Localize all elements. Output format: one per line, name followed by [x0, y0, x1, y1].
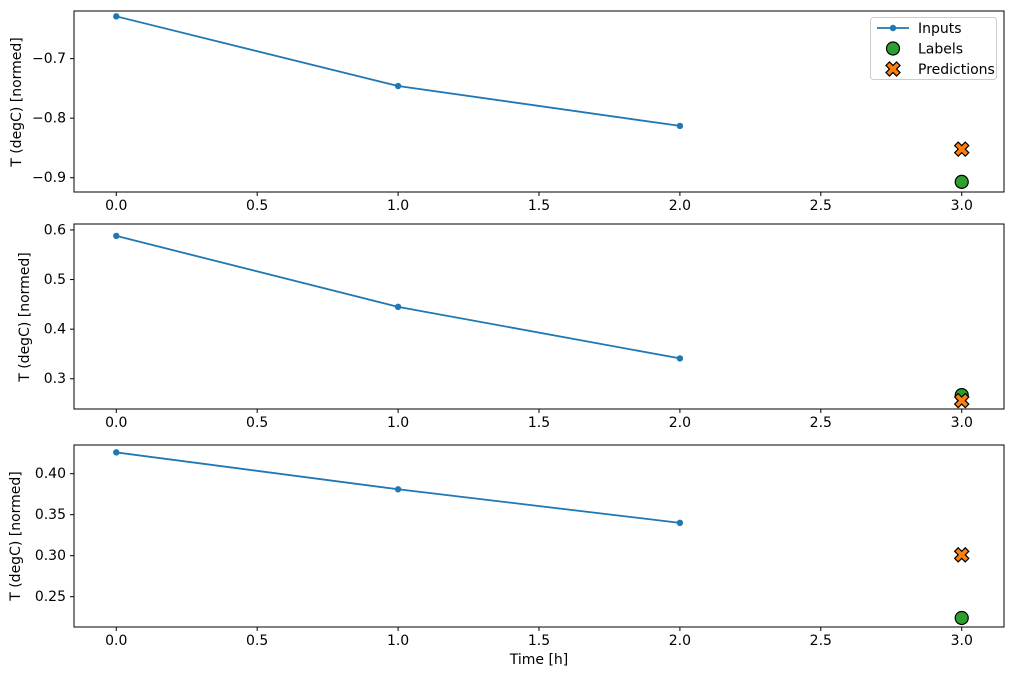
x-tick-label: 1.5	[528, 198, 550, 214]
predictions-marker	[953, 546, 970, 563]
labels-marker	[954, 174, 969, 189]
y-tick-label: 0.4	[44, 322, 66, 338]
plot-frame	[73, 10, 1005, 193]
y-tick-label: 0.30	[35, 548, 66, 564]
x-tick-label: 0.0	[105, 633, 127, 649]
legend-label-inputs: Inputs	[918, 21, 962, 37]
labels-marker	[954, 610, 969, 626]
inputs-point	[394, 82, 402, 90]
y-tick-label: −0.9	[32, 170, 66, 186]
x-tick-label: 3.0	[951, 198, 973, 214]
legend-labels-sample	[885, 41, 901, 56]
y-tick-label: −0.8	[32, 111, 66, 127]
subplot-2: 0.0 0.5 1.0 1.5 2.0 2.5 3.0 0.3 0.4 0.5 0.6	[44, 222, 1005, 431]
x-tick-label: 3.0	[951, 415, 973, 431]
x-tick-label: 1.5	[528, 633, 550, 649]
x-tick-label: 2.0	[669, 633, 691, 649]
legend-inputs-dot	[889, 24, 897, 32]
x-tick-label: 2.5	[810, 633, 832, 649]
inputs-line	[115, 15, 681, 127]
x-tick-label: 2.5	[810, 198, 832, 214]
x-tick-label: 0.5	[246, 415, 268, 431]
inputs-point	[676, 122, 684, 130]
legend-predictions-sample	[885, 61, 901, 77]
subplot-1: 0.0 0.5 1.0 1.5 2.0 2.5 3.0 −0.9 −0.8 −0.7 Inputs L…	[32, 10, 1005, 214]
y-tick-label: −0.7	[32, 51, 66, 67]
x-tick-label: 0.5	[246, 198, 268, 214]
legend-label-predictions: Predictions	[918, 62, 995, 78]
predictions-marker	[953, 141, 970, 158]
x-tick-label: 0.0	[105, 198, 127, 214]
x-tick-label: 1.0	[387, 415, 409, 431]
legend-label-labels: Labels	[918, 42, 963, 58]
legend: Inputs Labels Predictions	[870, 17, 997, 80]
y-tick-label: 0.35	[35, 507, 66, 523]
x-tick-label: 2.0	[669, 198, 691, 214]
x-tick-label: 1.5	[528, 415, 550, 431]
subplot-3: 0.0 0.5 1.0 1.5 2.0 2.5 3.0 0.25 0.30 0.35 0.40	[35, 444, 1005, 649]
inputs-line	[115, 235, 681, 360]
plot-frame	[73, 444, 1005, 628]
y-tick-label: 0.6	[44, 222, 66, 238]
x-tick-label: 2.0	[669, 415, 691, 431]
y-axis-label-subplot-1: T (degC) [normed]	[9, 36, 25, 167]
legend-box	[870, 17, 997, 80]
plot-frame	[73, 223, 1005, 410]
x-tick-label: 1.0	[387, 633, 409, 649]
y-tick-label: 0.3	[44, 371, 66, 387]
predictions-marker	[953, 392, 970, 409]
inputs-point	[113, 13, 120, 20]
inputs-point	[394, 486, 402, 493]
y-tick-label: 0.40	[35, 466, 66, 482]
inputs-point	[676, 519, 684, 527]
x-tick-label: 2.5	[810, 415, 832, 431]
x-tick-label: 0.0	[105, 415, 127, 431]
y-axis-label-subplot-3: T (degC) [normed]	[8, 471, 24, 601]
y-axis-label-subplot-2: T (degC) [normed]	[17, 251, 33, 382]
y-tick-label: 0.25	[35, 589, 66, 605]
y-tick-label: 0.5	[44, 272, 66, 288]
inputs-point	[676, 355, 684, 362]
x-axis-label: Time [h]	[509, 652, 569, 668]
x-tick-label: 3.0	[951, 633, 973, 649]
inputs-point	[113, 232, 120, 240]
inputs-point	[113, 449, 120, 456]
inputs-point	[394, 303, 402, 311]
x-tick-label: 1.0	[387, 198, 409, 214]
x-tick-label: 0.5	[246, 633, 268, 649]
